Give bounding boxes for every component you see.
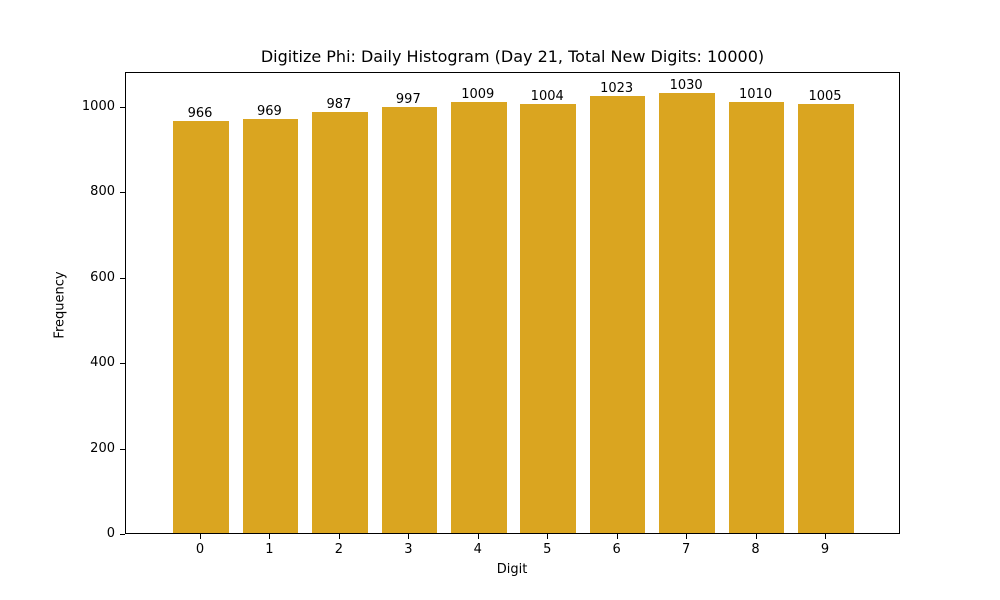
- x-axis-label: Digit: [496, 562, 528, 577]
- bar-value-label: 997: [395, 92, 421, 108]
- y-tick-label: 400: [90, 355, 115, 371]
- bar-value-label: 1009: [461, 87, 495, 103]
- x-tick-label: 4: [473, 542, 482, 557]
- y-tick: [120, 534, 125, 535]
- x-tick: [408, 534, 410, 539]
- x-tick: [338, 534, 340, 539]
- plot-area: [125, 72, 900, 534]
- x-tick-label: 0: [195, 542, 205, 557]
- x-tick-label: 3: [404, 542, 413, 557]
- y-tick-label: 200: [90, 440, 115, 456]
- x-tick: [686, 534, 688, 539]
- bar-digit-7: [659, 93, 715, 533]
- x-tick: [200, 534, 201, 539]
- x-tick: [547, 534, 549, 539]
- bar-digit-6: [589, 96, 646, 533]
- x-tick-label: 5: [543, 542, 552, 557]
- bar-value-label: 1010: [739, 86, 773, 102]
- x-tick-label: 7: [681, 542, 691, 557]
- bar-value-label: 1004: [530, 89, 564, 105]
- x-tick: [269, 534, 271, 539]
- y-tick: [120, 448, 125, 450]
- x-tick-label: 6: [612, 542, 621, 557]
- y-tick-label: 1000: [81, 99, 115, 114]
- y-tick: [120, 107, 125, 108]
- x-tick-label: 9: [820, 542, 830, 557]
- y-tick-label: 800: [90, 184, 115, 200]
- chart-title: Digitize Phi: Daily Histogram (Day 21, T…: [260, 47, 765, 66]
- bar-digit-9: [798, 103, 854, 533]
- bar-value-label: 1005: [808, 88, 842, 104]
- bar-digit-3: [381, 107, 438, 533]
- y-tick-label: 0: [106, 526, 115, 541]
- bar-digit-0: [173, 120, 229, 533]
- x-tick: [755, 534, 757, 539]
- bar-digit-2: [312, 111, 368, 533]
- bar-value-label: 1023: [600, 81, 634, 97]
- bar-value-label: 969: [257, 104, 282, 120]
- bar-value-label: 1030: [669, 78, 703, 94]
- x-tick: [477, 534, 479, 539]
- y-tick-label: 600: [90, 269, 115, 285]
- y-tick: [120, 363, 125, 365]
- bar-digit-5: [520, 104, 576, 533]
- x-tick-label: 1: [265, 542, 274, 557]
- x-tick: [616, 534, 618, 539]
- bar-digit-1: [242, 119, 299, 533]
- bar-digit-8: [728, 101, 785, 533]
- x-tick-label: 2: [334, 542, 344, 557]
- y-tick: [120, 277, 125, 279]
- y-tick: [120, 192, 125, 194]
- bar-value-label: 987: [326, 96, 352, 112]
- bar-digit-4: [451, 102, 507, 533]
- x-tick: [825, 534, 826, 539]
- bar-value-label: 966: [187, 105, 213, 121]
- x-tick-label: 8: [751, 542, 760, 557]
